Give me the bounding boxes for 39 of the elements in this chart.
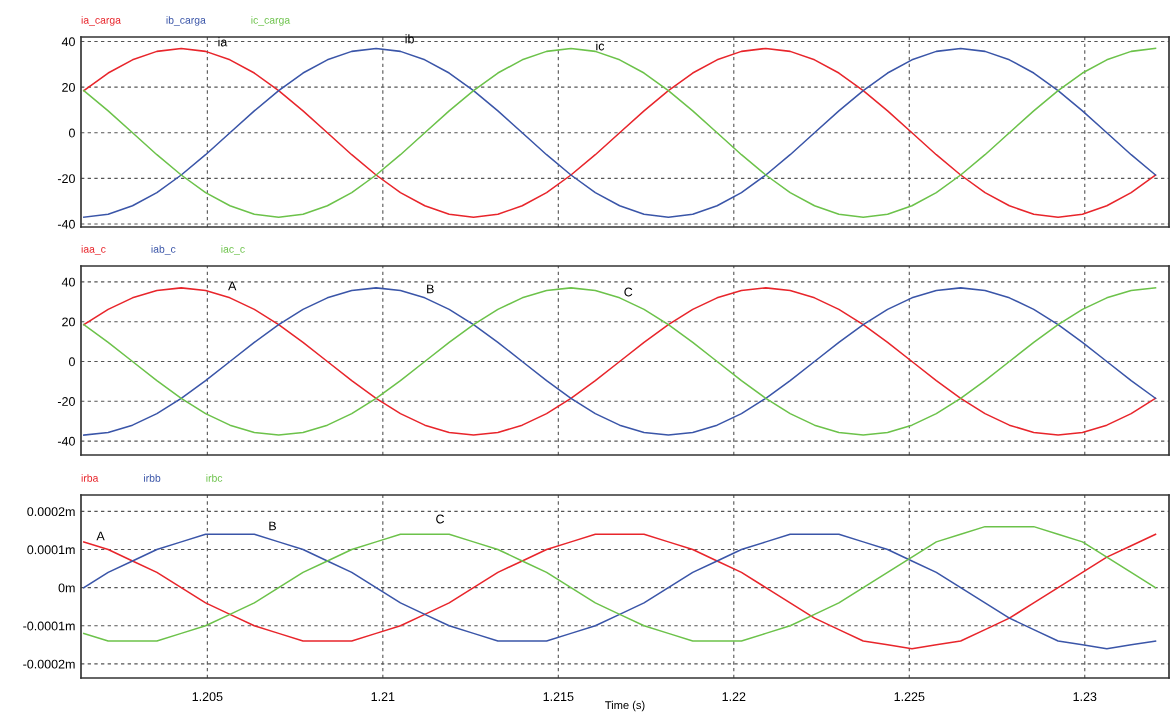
annotation: C <box>436 514 445 524</box>
annotation: C <box>624 287 633 297</box>
x-tick-label: 1.215 <box>543 692 574 702</box>
y-tick-label: 40 <box>61 37 75 47</box>
x-tick-label: 1.21 <box>371 692 395 701</box>
y-tick-label: 0 <box>68 128 75 138</box>
annotation: B <box>427 284 434 294</box>
y-tick-label: -40 <box>57 219 75 229</box>
annotation: ia <box>218 37 228 47</box>
y-tick-label: -40 <box>57 436 75 446</box>
y-tick-label: 20 <box>62 317 75 327</box>
y-tick-label: -0.0002m <box>23 659 75 669</box>
y-tick-label: 20 <box>62 82 75 92</box>
x-tick-label: 1.23 <box>1073 692 1097 702</box>
text: irbc <box>206 474 223 482</box>
annotation: ic <box>596 41 605 51</box>
y-tick-label: -0.0001m <box>23 621 75 631</box>
y-tick-label: 0.0001m <box>27 545 75 555</box>
text: irbb <box>144 474 161 482</box>
annotation: B <box>269 521 276 531</box>
x-axis-title: Time (s) <box>605 700 645 712</box>
y-tick-label: 0 <box>68 357 75 367</box>
y-tick-label: -20 <box>57 397 75 406</box>
x-tick-label: 1.205 <box>192 692 223 702</box>
text: iab_c <box>151 245 176 255</box>
x-tick-label: 1.22 <box>722 692 746 701</box>
y-tick-label: 40 <box>61 277 75 287</box>
text: iaa_c <box>81 245 106 255</box>
text: iac_c <box>221 245 245 255</box>
text: ib_carga <box>166 16 206 26</box>
y-tick-label: 0.0002m <box>27 507 75 517</box>
x-tick-label: 1.225 <box>894 692 925 702</box>
text: ia_carga <box>81 16 121 26</box>
text: irba <box>81 474 99 482</box>
y-tick-label: -20 <box>57 174 75 184</box>
text: ic_carga <box>251 16 291 26</box>
annotation: A <box>228 281 237 291</box>
y-tick-label: 0m <box>58 583 75 593</box>
annotation: A <box>96 531 105 541</box>
